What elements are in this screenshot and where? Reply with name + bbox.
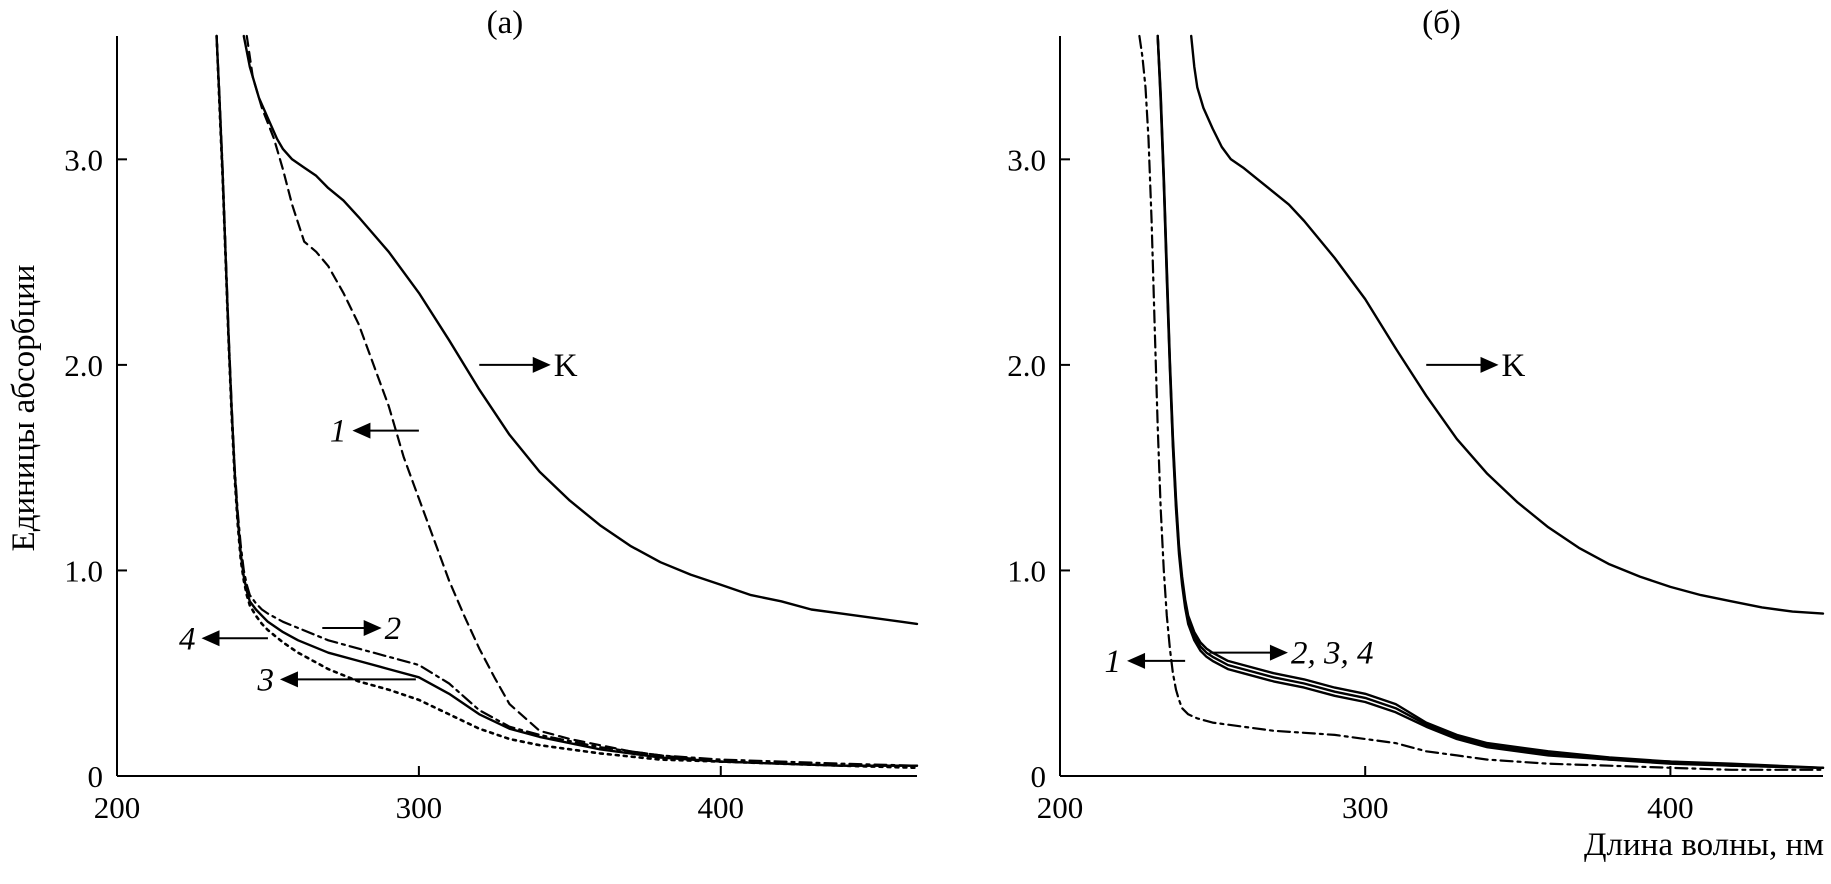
panel-b-y-tick-label: 1.0 [1007, 553, 1046, 588]
panel-b-chart: (б) 0 1.0 2.0 3.0 200 300 400 K 1 2, 3, 4 [1007, 5, 1825, 825]
panel-a-x-tick-label: 400 [698, 790, 745, 825]
panel-a-annotation-2: 1 [330, 414, 419, 450]
panel-a-curve-label: 3 [256, 662, 274, 698]
panel-a-annotation-5: 4 [179, 621, 268, 657]
panel-a-curve-5 [215, 34, 919, 767]
annotation-arrow-head [1480, 356, 1499, 373]
panel-a-curve-3 [215, 34, 919, 767]
panel-a-title: (а) [487, 5, 524, 41]
annotation-arrow-head [352, 422, 371, 439]
panel-b-y-tick-label: 3.0 [1007, 142, 1046, 177]
panel-a-y-tick-label: 2.0 [64, 348, 103, 383]
annotation-arrow-head [532, 356, 551, 373]
annotation-arrow-head [1269, 644, 1288, 661]
panel-b-y-tick-label: 0 [1031, 759, 1047, 794]
panel-a-y-tick-label: 0 [88, 759, 104, 794]
annotation-arrow-head [201, 630, 220, 647]
x-axis-title: Длина волны, нм [1584, 827, 1824, 863]
panel-a-curve-label: 4 [179, 621, 196, 657]
panel-b-title: (б) [1422, 5, 1461, 41]
panel-a-curve-label: K [554, 348, 578, 384]
panel-a-y-tick-label: 1.0 [64, 553, 103, 588]
panel-a-curve-label: 2 [385, 611, 402, 647]
panel-b-curve-5 [1156, 34, 1825, 769]
panel-a-x-tick-label: 200 [94, 790, 141, 825]
panel-a-curve-4 [215, 34, 919, 770]
panel-b-annotation-2: 1 [1105, 644, 1186, 680]
panel-b-annotation-3: 2, 3, 4 [1209, 636, 1374, 672]
annotation-arrow-head [279, 671, 298, 688]
panel-b-y-tick-label: 2.0 [1007, 348, 1046, 383]
panel-b-curve-label: 2, 3, 4 [1291, 636, 1374, 672]
panel-b-curve-3 [1156, 34, 1825, 769]
panel-a-curve-label: 1 [330, 414, 347, 450]
annotation-arrow-head [1127, 652, 1146, 669]
panel-a-y-tick-label: 3.0 [64, 142, 103, 177]
panel-b-curve-label: 1 [1105, 644, 1122, 680]
panel-b-x-tick-label: 200 [1037, 790, 1084, 825]
panel-a-chart: (а) 0 1.0 2.0 3.0 200 300 400 K 1 2 3 4 [64, 5, 919, 825]
panel-a-x-tick-label: 300 [396, 790, 443, 825]
panel-b-annotation-1: K [1426, 348, 1526, 384]
panel-b-curve-4 [1156, 34, 1825, 769]
panel-a-annotation-4: 3 [256, 662, 416, 698]
panel-a-annotation-1: K [479, 348, 578, 384]
panel-a-annotation-3: 2 [322, 611, 401, 647]
panel-b-curve-2 [1138, 34, 1825, 771]
panel-b-curve-label: K [1502, 348, 1526, 384]
panel-b-x-tick-label: 300 [1342, 790, 1389, 825]
y-axis-title: Единицы абсорбции [6, 265, 42, 552]
panel-b-x-tick-label: 400 [1647, 790, 1694, 825]
panel-a-curve-1 [242, 34, 919, 626]
panel-a-curve-2 [245, 34, 919, 767]
panel-b-curve-1 [1189, 34, 1825, 615]
annotation-arrow-head [363, 620, 382, 636]
